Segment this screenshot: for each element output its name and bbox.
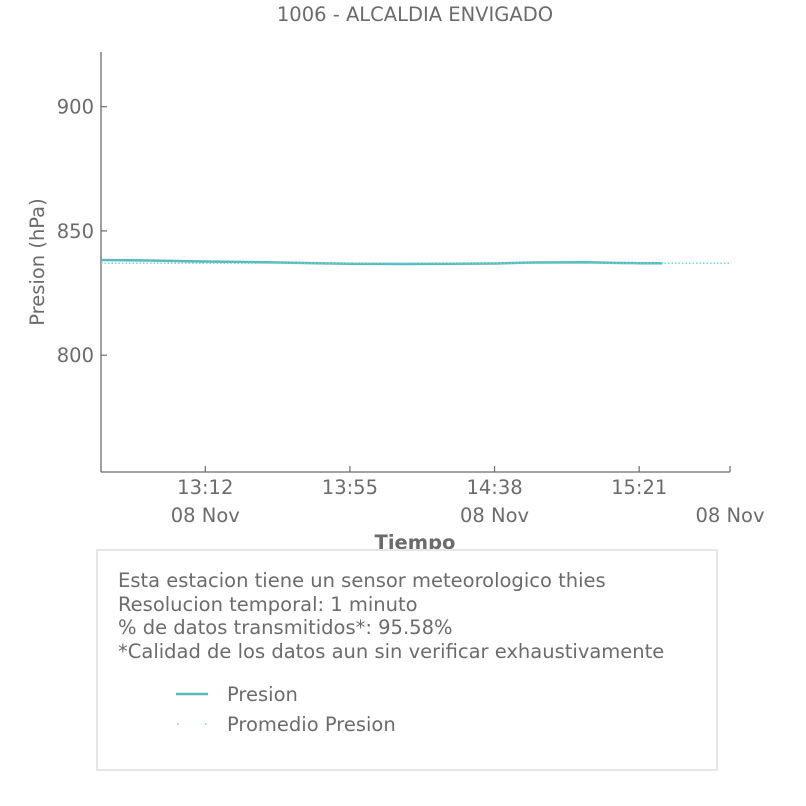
info-resolution-line: Resolucion temporal: 1 minuto <box>118 592 418 616</box>
y-tick-label: 900 <box>57 96 94 119</box>
x-tick-date-label: 08 Nov <box>171 504 240 527</box>
y-tick-label: 800 <box>57 344 94 367</box>
y-tick-label: 850 <box>57 220 94 243</box>
x-tick-time-label: 15:21 <box>611 476 667 499</box>
legend-item-promedio: Promedio Presion <box>176 709 396 739</box>
info-box: Esta estacion tiene un sensor meteorolog… <box>96 549 718 771</box>
chart-title: 1006 - ALCALDIA ENVIGADO <box>277 3 553 26</box>
x-tick-time-label: 13:55 <box>322 476 378 499</box>
legend-swatch-dotted <box>176 723 208 725</box>
legend-swatch-solid <box>176 692 208 696</box>
info-lines: Esta estacion tiene un sensor meteorolog… <box>118 569 664 663</box>
x-axis-label: Tiempo <box>375 531 456 554</box>
legend-label-promedio: Promedio Presion <box>227 712 396 736</box>
y-axis-label: Presion (hPa) <box>26 198 49 325</box>
legend-label-presion: Presion <box>227 682 298 706</box>
info-sensor-line: Esta estacion tiene un sensor meteorolog… <box>118 569 606 592</box>
legend-item-presion: Presion <box>176 679 396 709</box>
x-tick-time-label: 14:38 <box>466 476 522 499</box>
x-ticks: 13:12 08 Nov 13:55 14:38 08 Nov 15:21 08 Nov <box>171 466 765 527</box>
series-layer <box>100 258 730 266</box>
y-ticks: 800 850 900 <box>57 96 107 367</box>
x-tick-date-label: 08 Nov <box>460 504 529 527</box>
x-tick-date-label: 08 Nov <box>695 504 764 527</box>
legend: Presion Promedio Presion <box>176 679 396 739</box>
info-quality-note: *Calidad de los datos aun sin verificar … <box>118 639 665 663</box>
info-transmitted-line: % de datos transmitidos*: 95.58% <box>118 616 453 639</box>
x-tick-time-label: 13:12 <box>177 476 233 499</box>
